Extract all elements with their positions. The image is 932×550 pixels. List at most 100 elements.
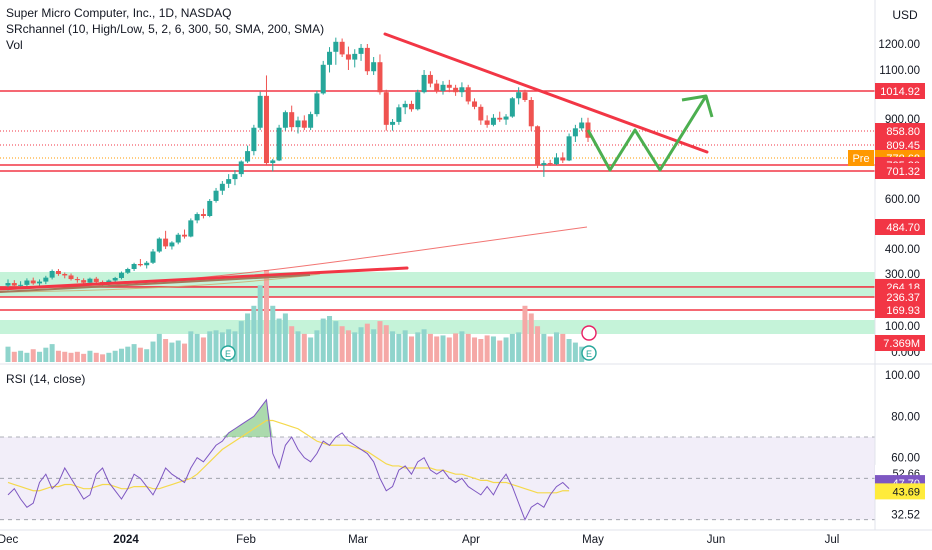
earnings-icon (220, 345, 236, 361)
rsi-ma-line (7, 419, 570, 494)
dividend-icon (581, 325, 597, 341)
volume-bar (238, 321, 244, 362)
volume-bar (314, 330, 320, 362)
volume-bar (194, 333, 200, 362)
candle-body (112, 277, 118, 281)
candle-body (49, 271, 55, 278)
candle-body (81, 280, 87, 283)
volume-bar (175, 340, 181, 362)
volume-bar (156, 333, 162, 362)
rsi-tick-label: 80.00 (891, 411, 920, 423)
volume-bar (219, 332, 225, 362)
sr-channel-layer (0, 90, 875, 311)
candle-body (182, 234, 188, 237)
price-tag-label: 809.45 (886, 140, 920, 152)
candle-body (18, 284, 24, 286)
candle-body (320, 64, 326, 94)
candle-body (459, 87, 465, 93)
candle-body (472, 101, 478, 107)
volume-bar (402, 330, 408, 362)
price-tick-label: 100.00 (885, 321, 920, 333)
indicator-legend[interactable]: SRchannel (10, High/Low, 5, 2, 6, 300, 5… (6, 22, 325, 36)
candle-body (516, 92, 522, 99)
volume-bar (345, 330, 351, 362)
candle-body (156, 238, 162, 252)
volume-bar (333, 321, 339, 362)
candle-body (408, 103, 414, 110)
price-tick-label: 1100.00 (879, 65, 920, 77)
price-tag-label: 1014.92 (880, 86, 920, 98)
candle-body (270, 160, 276, 164)
price-tag-bg (875, 137, 925, 153)
volume-bar (43, 347, 49, 362)
volume-bar (81, 353, 87, 362)
candle-body (415, 92, 421, 110)
candle-body (364, 47, 370, 72)
candle-body (226, 179, 232, 184)
rsi-legend[interactable]: RSI (14, close) (6, 372, 86, 386)
volume-bar (396, 333, 402, 362)
sma-50-line (0, 273, 321, 293)
volume-bar (87, 350, 93, 362)
price-tick-label: 600.00 (885, 194, 920, 206)
time-tick-label: Feb (236, 534, 256, 546)
volume-bar (263, 270, 269, 362)
volume-bar (301, 333, 307, 362)
volume-bar (245, 313, 251, 362)
volume-bar (169, 342, 175, 362)
volume-bar (308, 337, 314, 362)
candle-body (528, 99, 534, 127)
candle-body (541, 163, 547, 166)
volume-bar (327, 316, 333, 362)
candle-body (421, 74, 427, 93)
time-axis[interactable]: Dec 2024 Feb Mar Apr May Jun Jul (0, 529, 932, 546)
volume-bar (415, 332, 421, 362)
candle-body (37, 281, 43, 284)
volume-bar (200, 337, 206, 362)
volume-bar (453, 333, 459, 362)
volume-bar (408, 336, 414, 362)
candle-body (24, 280, 30, 285)
price-axis[interactable]: 1200.001100.00900.00600.00400.00300.0010… (848, 0, 925, 530)
currency-label[interactable]: USD (892, 8, 918, 22)
candle-body (251, 127, 257, 152)
candle-body (194, 214, 200, 221)
volume-legend[interactable]: Vol (6, 38, 23, 52)
time-tick-label: Mar (348, 534, 368, 546)
candle-body (289, 112, 295, 128)
volume-bar (465, 333, 471, 362)
volume-bar (93, 352, 99, 362)
earnings-icon-glyph: E (586, 349, 592, 359)
candle-body (118, 272, 124, 278)
volume-bar (377, 321, 383, 362)
price-tick-label: 1200.00 (878, 39, 920, 51)
price-tag-bg (875, 335, 925, 351)
candle-body (345, 54, 351, 60)
price-tag-label: 236.37 (886, 292, 920, 304)
candle-body (74, 279, 80, 281)
volume-bar (125, 346, 131, 362)
candle-body (276, 127, 282, 161)
candle-body (308, 114, 314, 128)
price-tag-label: 169.93 (886, 305, 920, 317)
rsi-tag-label: 43.69 (892, 486, 920, 498)
candle-body (535, 126, 541, 166)
candle-body (383, 92, 389, 125)
user-drawings[interactable] (0, 32, 714, 293)
candle-body (125, 269, 131, 273)
candle-body (579, 122, 585, 129)
candle-body (371, 62, 377, 72)
candle-body (30, 280, 36, 284)
volume-bar (497, 340, 503, 362)
candle-body (263, 95, 269, 164)
premarket-tag-bg (848, 150, 874, 166)
candle-body (503, 116, 509, 120)
volume-bar (295, 331, 301, 362)
volume-bar (106, 352, 112, 362)
volume-bar (522, 305, 528, 362)
volume-bar (18, 350, 24, 362)
volume-bar (320, 318, 326, 362)
price-tag-label: 484.70 (886, 222, 920, 234)
volume-bar (251, 305, 257, 362)
